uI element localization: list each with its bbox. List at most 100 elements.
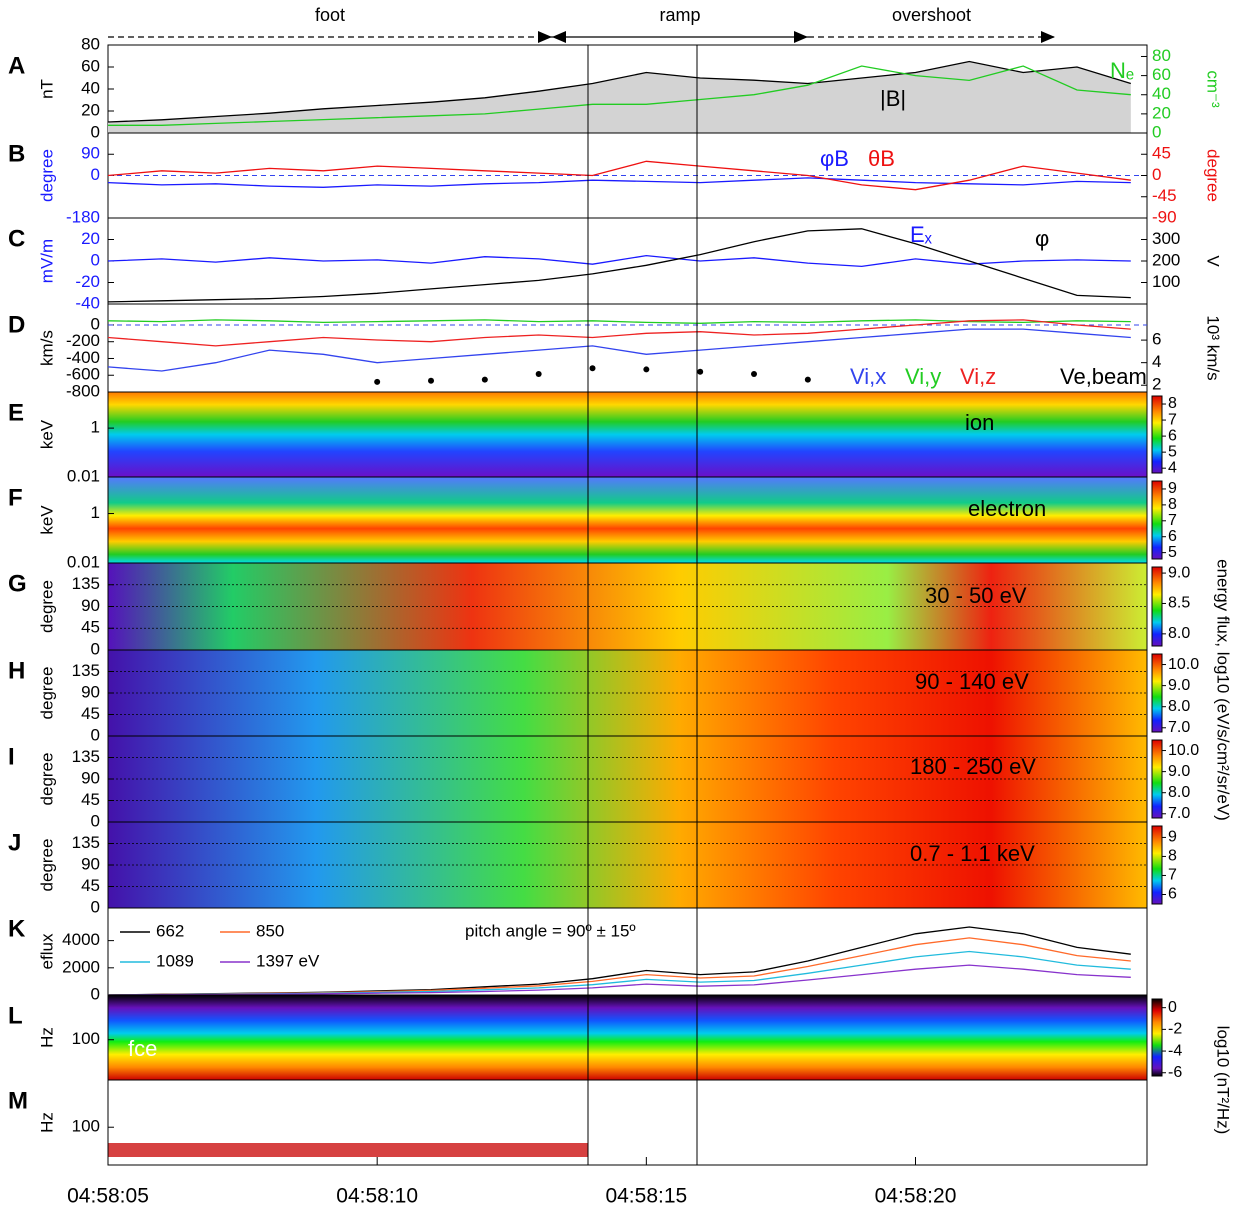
y-tick-label: 20 xyxy=(81,229,100,248)
annotation: fce xyxy=(128,1036,157,1061)
series-label: φ xyxy=(1035,226,1049,251)
series-line xyxy=(107,228,1131,303)
y-axis-label: Hz xyxy=(37,1027,56,1048)
series-line xyxy=(107,177,1131,188)
colorbar-tick-label: 7.0 xyxy=(1168,805,1190,822)
y-axis-label: km/s xyxy=(37,330,56,366)
series-label: Vi,x xyxy=(850,364,886,389)
y2-tick-label: 300 xyxy=(1152,229,1180,248)
panel-letter: L xyxy=(8,1002,23,1029)
panel-letter: I xyxy=(8,743,15,770)
colorbar-tick-label: 8.0 xyxy=(1168,625,1190,642)
y-tick-label: 90 xyxy=(81,768,100,787)
series-line xyxy=(107,328,1131,372)
colorbar-tick-label: 7 xyxy=(1168,512,1177,529)
y-tick-label: 0 xyxy=(91,897,100,916)
panel-letter: D xyxy=(8,311,25,338)
series-line xyxy=(107,254,1131,268)
y-axis-label: degree xyxy=(37,149,56,202)
annotation: 90 - 140 eV xyxy=(915,669,1029,694)
beam-point xyxy=(589,365,596,372)
y-tick-label: -40 xyxy=(75,293,100,312)
series-label: Ve,beam xyxy=(1060,364,1147,389)
colorbar-tick-label: 5 xyxy=(1168,443,1177,460)
colorbar xyxy=(1151,653,1163,733)
y-axis-label: keV xyxy=(37,505,56,535)
panel-letter: H xyxy=(8,657,25,684)
colorbar xyxy=(1151,566,1163,647)
colorbar xyxy=(1151,998,1163,1077)
beam-point xyxy=(697,368,704,375)
series-label: θB xyxy=(868,146,895,171)
series-label: Eₓ xyxy=(910,222,933,247)
y-tick-label: 45 xyxy=(81,618,100,637)
annotation: pitch angle = 90º ± 15º xyxy=(465,921,636,940)
beam-point xyxy=(535,370,542,377)
annotation: electron xyxy=(968,496,1046,521)
panel-letter: C xyxy=(8,225,25,252)
colorbar-tick-label: 10.0 xyxy=(1168,656,1199,673)
y2-tick-label: -45 xyxy=(1152,186,1177,205)
colorbar-tick-label: 8.0 xyxy=(1168,698,1190,715)
y-tick-label: 135 xyxy=(72,661,100,680)
y-tick-label: -600 xyxy=(66,365,100,384)
y-tick-label: 45 xyxy=(81,704,100,723)
annotation: 180 - 250 eV xyxy=(910,754,1036,779)
spectrogram xyxy=(108,477,1147,563)
beam-point xyxy=(428,377,435,384)
colorbar-tick-label: 9 xyxy=(1168,480,1177,497)
colorbar-tick-label: 9.0 xyxy=(1168,564,1190,581)
colorbar-tick-label: 7 xyxy=(1168,867,1177,884)
y-tick-label: 1 xyxy=(91,503,100,522)
legend-label: 1089 xyxy=(156,951,194,970)
y-tick-label: 90 xyxy=(81,682,100,701)
y-tick-label: 4000 xyxy=(62,930,100,949)
panel-letter: E xyxy=(8,399,24,426)
y-tick-label: 1 xyxy=(91,418,100,437)
spectrogram-noise xyxy=(108,1143,588,1157)
y-tick-label: 90 xyxy=(81,144,100,163)
y2-tick-label: 4 xyxy=(1152,352,1161,371)
annotation: 30 - 50 eV xyxy=(925,583,1027,608)
colorbar-tick-label: 8 xyxy=(1168,395,1177,412)
x-tick-label: 04:58:05 xyxy=(67,1185,149,1208)
series-line xyxy=(108,65,1131,126)
panel-letter: K xyxy=(8,915,26,942)
series-label: Vi,y xyxy=(905,364,941,389)
beam-point xyxy=(643,366,650,373)
panel-letter: M xyxy=(8,1087,28,1114)
colorbar-tick-label: 4 xyxy=(1168,459,1177,476)
panel-letter: B xyxy=(8,140,25,167)
y2-tick-label: 100 xyxy=(1152,272,1180,291)
y-tick-label: 40 xyxy=(81,78,100,97)
y-tick-label: 90 xyxy=(81,854,100,873)
colorbar-tick-label: 9.0 xyxy=(1168,677,1190,694)
colorbar-tick-label: 8.0 xyxy=(1168,784,1190,801)
phase-label: overshoot xyxy=(892,5,971,25)
legend-label: 850 xyxy=(256,921,284,940)
y-tick-label: 60 xyxy=(81,56,100,75)
colorbar-tick-label: -4 xyxy=(1168,1042,1182,1059)
y-tick-label: 0.01 xyxy=(67,552,100,571)
colorbar-tick-label: 8 xyxy=(1168,848,1177,865)
arrow-head xyxy=(794,31,808,43)
y-tick-label: -800 xyxy=(66,381,100,400)
y-axis-label: eflux xyxy=(37,933,56,969)
y-axis-label: Hz xyxy=(37,1112,56,1133)
arrow-head xyxy=(538,31,552,43)
beam-point xyxy=(751,370,758,377)
legend-label: 662 xyxy=(156,921,184,940)
phase-label: foot xyxy=(315,5,345,25)
x-tick-label: 04:58:10 xyxy=(336,1185,418,1208)
spectrogram xyxy=(108,995,1147,1080)
y-tick-label: 0.01 xyxy=(67,466,100,485)
x-tick-label: 04:58:15 xyxy=(605,1185,687,1208)
y-tick-label: 0 xyxy=(91,314,100,333)
y2-tick-label: 60 xyxy=(1152,65,1171,84)
y-tick-label: 0 xyxy=(91,725,100,744)
y-tick-label: 0 xyxy=(91,250,100,269)
colorbar-title: log10 (nT²/Hz) xyxy=(1214,1026,1233,1135)
y2-axis-label: V xyxy=(1204,255,1223,267)
colorbar-tick-label: 8.5 xyxy=(1168,595,1190,612)
colorbar-tick-label: -2 xyxy=(1168,1021,1182,1038)
